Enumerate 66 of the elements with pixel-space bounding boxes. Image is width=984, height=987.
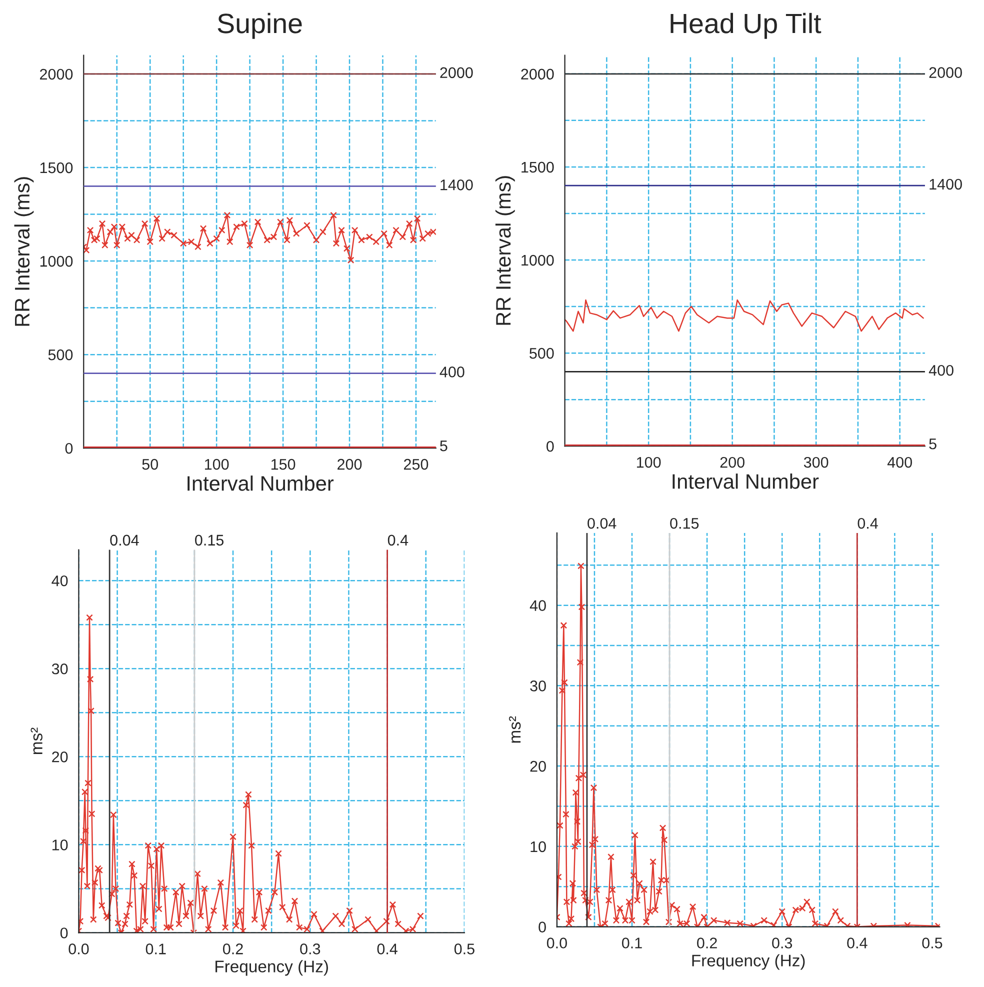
- y-tick-label: 20: [52, 752, 68, 762]
- x-tick-label: 100: [204, 458, 229, 470]
- y-tick-label: 2000: [40, 68, 73, 80]
- x-tick-label: 0.1: [146, 944, 166, 954]
- x-tick-label: 300: [804, 456, 828, 468]
- y-tick-label: 40: [52, 575, 68, 586]
- y-tick-label: 1500: [40, 162, 73, 174]
- x-tick-label: 0.3: [300, 944, 320, 954]
- ref-line-label: 5: [440, 440, 448, 452]
- y-axis-title: ms²: [508, 716, 521, 743]
- y-tick-label: 10: [530, 841, 546, 852]
- x-axis-title: Interval Number: [672, 474, 819, 489]
- x-tick-label: 400: [887, 456, 912, 468]
- x-axis-title: Frequency (Hz): [692, 954, 805, 970]
- y-tick-label: 500: [48, 349, 73, 360]
- x-tick-label: 0.4: [847, 938, 868, 948]
- y-tick-label: 40: [530, 600, 546, 611]
- y-tick-label: 20: [530, 760, 546, 772]
- y-tick-label: 0: [65, 442, 73, 454]
- ref-line-label: 0.15: [670, 518, 699, 529]
- y-tick-label: 1000: [522, 254, 554, 266]
- x-tick-label: 0.2: [222, 944, 243, 954]
- y-tick-label: 10: [52, 840, 68, 850]
- x-tick-label: 150: [271, 458, 296, 470]
- y-tick-label: 30: [530, 680, 546, 692]
- y-tick-label: 1500: [522, 162, 554, 173]
- y-tick-label: 0: [546, 440, 554, 452]
- ref-line-label: 400: [928, 364, 954, 376]
- ref-line-label: 0.15: [195, 534, 224, 546]
- line-series: [564, 299, 924, 332]
- chart-title: Supine: [218, 12, 302, 39]
- x-tick-label: 50: [142, 458, 158, 470]
- x-tick-label: 100: [636, 456, 661, 468]
- x-tick-label: 0.1: [622, 938, 642, 948]
- x-tick-label: 0.5: [454, 944, 474, 954]
- ref-line-label: 0.4: [388, 534, 408, 546]
- ref-line-label: 0.04: [110, 534, 139, 546]
- y-tick-label: 1000: [40, 256, 73, 267]
- ref-line-label: 400: [440, 366, 464, 378]
- y-tick-label: 2000: [521, 68, 554, 80]
- y-tick-label: 0: [60, 928, 68, 938]
- x-tick-label: 250: [404, 458, 428, 470]
- x-tick-label: 0.4: [377, 944, 398, 954]
- ref-line-label: 2000: [929, 67, 962, 78]
- x-axis-title: Interval Number: [188, 476, 334, 491]
- y-tick-label: 0: [538, 922, 546, 932]
- ref-line-label: 5: [929, 438, 936, 450]
- x-tick-label: 200: [720, 456, 744, 468]
- y-axis-title: RR Interval (ms): [495, 176, 515, 325]
- x-tick-label: 0.3: [772, 938, 792, 948]
- chart-title: Head Up Tilt: [670, 12, 822, 39]
- y-axis-title: ms²: [30, 728, 42, 754]
- x-tick-label: 0.5: [922, 938, 942, 948]
- y-tick-label: 500: [530, 348, 554, 359]
- x-tick-label: 0.2: [697, 938, 717, 948]
- ref-line-label: 2000: [440, 67, 473, 78]
- x-tick-label: 0.0: [68, 944, 89, 954]
- x-tick-label: 200: [338, 458, 362, 470]
- x-tick-label: 0.0: [546, 938, 567, 948]
- ref-line-label: 0.4: [858, 518, 878, 529]
- ref-line-label: 0.04: [588, 518, 616, 529]
- ref-line-label: 1400: [930, 178, 962, 190]
- y-axis-title: RR Interval (ms): [14, 177, 34, 326]
- ref-line-label: 1400: [440, 179, 473, 190]
- y-tick-label: 30: [52, 663, 68, 674]
- x-axis-title: Frequency (Hz): [216, 960, 328, 976]
